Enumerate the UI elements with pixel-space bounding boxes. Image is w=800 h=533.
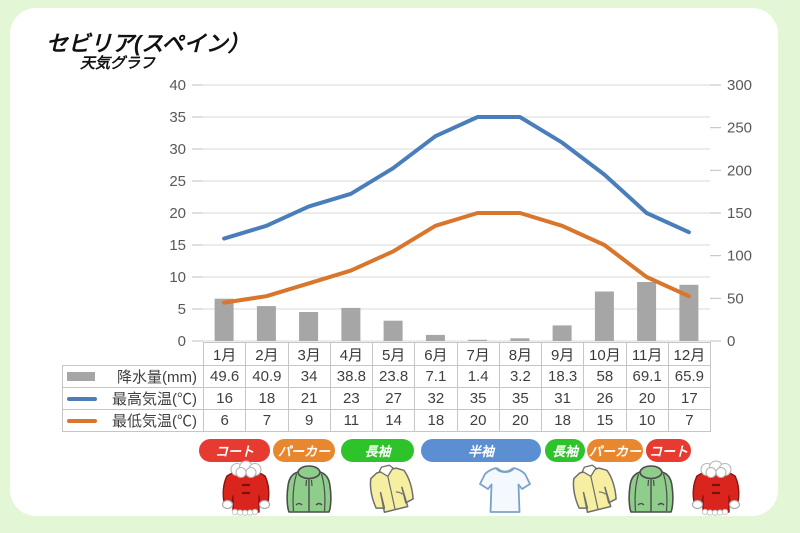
value-cell: 18	[245, 387, 289, 410]
page-subtitle: 天気グラフ	[80, 55, 156, 72]
page-title: セビリア(スペイン）	[46, 31, 250, 56]
month-header-cell: 10月	[583, 342, 627, 366]
yellow-longsleeve-icon	[364, 460, 418, 518]
table-row: 降水量(mm) 49.6 40.9 34 38.8 23.8 7.1 1.4 3.2 18.3 58…	[62, 365, 712, 388]
value-cell: 23	[329, 387, 374, 410]
value-cell: 18.3	[540, 365, 585, 388]
month-header-cell: 2月	[245, 342, 289, 366]
legend-cell: 最高気温(℃)	[62, 387, 204, 410]
clothing-band: パーカー	[271, 437, 337, 464]
month-header-cell: 5月	[371, 342, 416, 366]
value-cell: 17	[667, 387, 712, 410]
precip-legend-key	[67, 372, 95, 381]
value-cell: 7.1	[414, 365, 458, 388]
value-cell: 11	[329, 409, 374, 432]
month-header-cell: 3月	[287, 342, 331, 366]
month-header-cell: 12月	[667, 342, 712, 366]
month-header-cell: 6月	[414, 342, 458, 366]
value-cell: 49.6	[202, 365, 247, 388]
value-cell: 18	[540, 409, 585, 432]
value-cell: 1.4	[456, 365, 500, 388]
legend-cell: 最低気温(℃)	[62, 409, 204, 432]
month-header-cell: 8月	[498, 342, 543, 366]
value-cell: 3.2	[498, 365, 543, 388]
value-cell: 35	[456, 387, 500, 410]
white-tshirt-icon	[478, 460, 532, 518]
value-cell: 31	[540, 387, 585, 410]
table-row: 最低気温(℃) 6 7 9 11 14 18 20 20 18 15 10 7	[62, 409, 712, 432]
value-cell: 34	[287, 365, 331, 388]
value-cell: 27	[371, 387, 416, 410]
month-header-cell: 11月	[625, 342, 669, 366]
value-cell: 40.9	[245, 365, 289, 388]
value-cell: 21	[287, 387, 331, 410]
red-coat-icon	[219, 460, 273, 518]
value-cell: 16	[202, 387, 247, 410]
green-hoodie-icon	[624, 460, 678, 518]
clothing-band: 長袖	[543, 437, 587, 464]
month-header-cell: 1月	[202, 342, 247, 366]
series-label: 最低気温(℃)	[112, 413, 197, 430]
value-cell: 38.8	[329, 365, 374, 388]
value-cell: 9	[287, 409, 331, 432]
value-cell: 20	[456, 409, 500, 432]
value-cell: 58	[583, 365, 627, 388]
month-header-cell: 4月	[329, 342, 374, 366]
table-row: 最高気温(℃) 16 18 21 23 27 32 35 35 31 26 20 17	[62, 387, 712, 410]
value-cell: 23.8	[371, 365, 416, 388]
tmin-legend-key	[67, 418, 97, 423]
value-cell: 6	[202, 409, 247, 432]
value-cell: 69.1	[625, 365, 669, 388]
yellow-longsleeve-icon	[567, 460, 621, 518]
red-coat-icon	[689, 460, 743, 518]
series-label: 降水量(mm)	[117, 369, 197, 386]
value-cell: 15	[583, 409, 627, 432]
clothing-band: 半袖	[419, 437, 543, 464]
clothing-band: コート	[197, 437, 272, 464]
legend-cell: 降水量(mm)	[62, 365, 204, 388]
value-cell: 20	[625, 387, 669, 410]
value-cell: 35	[498, 387, 543, 410]
series-label: 最高気温(℃)	[112, 391, 197, 408]
table-corner-cell	[63, 343, 204, 366]
value-cell: 14	[371, 409, 416, 432]
clothing-band: パーカー	[585, 437, 645, 464]
value-cell: 7	[245, 409, 289, 432]
value-cell: 7	[667, 409, 712, 432]
value-cell: 26	[583, 387, 627, 410]
clothing-band: コート	[644, 437, 693, 464]
value-cell: 65.9	[667, 365, 712, 388]
tmax-legend-key	[67, 396, 97, 401]
green-hoodie-icon	[282, 460, 336, 518]
monthly-data-table: 1月 2月 3月 4月 5月 6月 7月 8月 9月 10月 11月 12月降水量(mm) 49.6 40…	[62, 342, 712, 432]
value-cell: 18	[414, 409, 458, 432]
value-cell: 20	[498, 409, 543, 432]
clothing-band: 長袖	[339, 437, 416, 464]
month-header-cell: 7月	[456, 342, 500, 366]
month-header-cell: 9月	[540, 342, 585, 366]
value-cell: 32	[414, 387, 458, 410]
value-cell: 10	[625, 409, 669, 432]
